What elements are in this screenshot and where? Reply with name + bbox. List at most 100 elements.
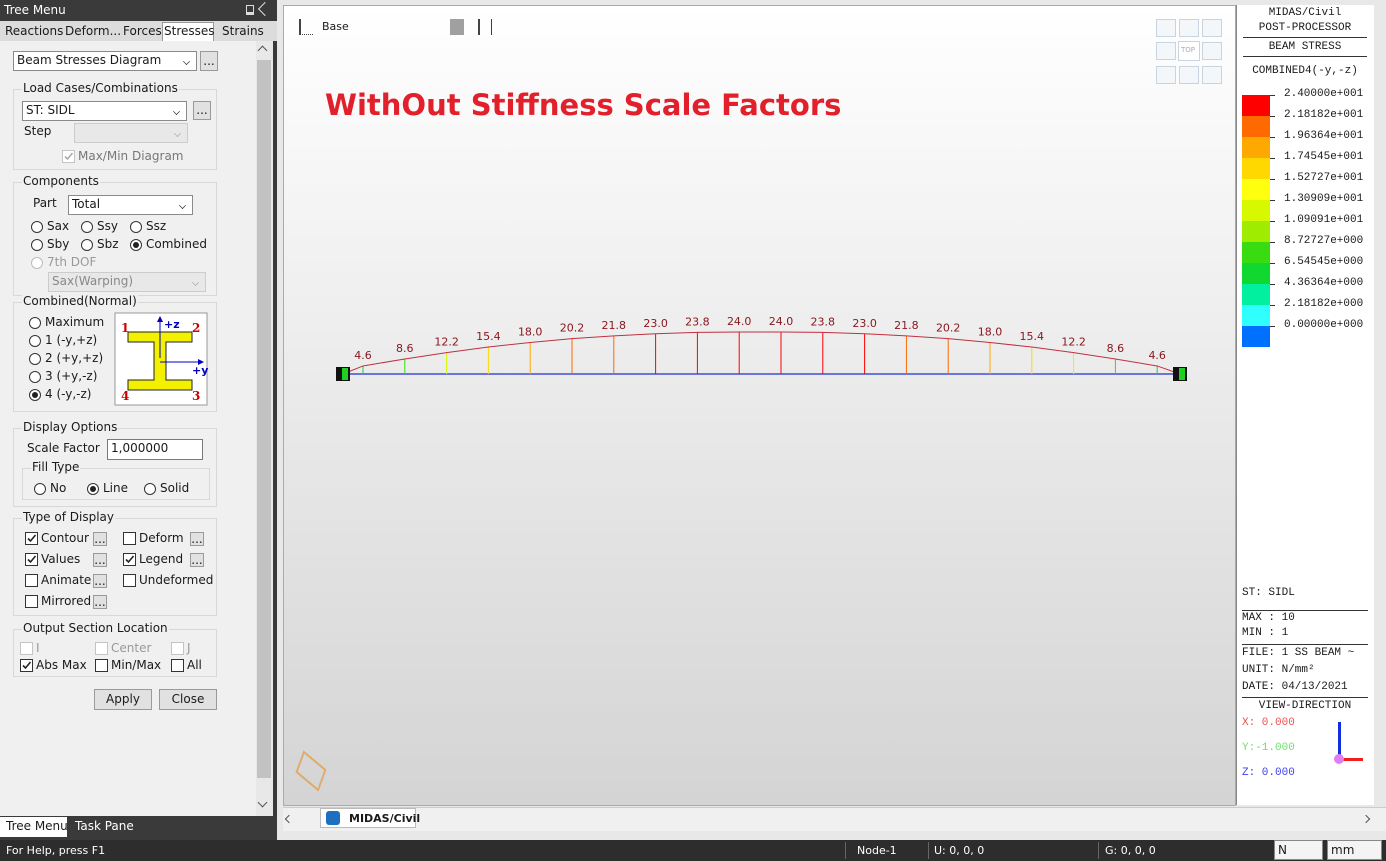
layer-icon [478, 19, 492, 35]
more-button-label[interactable]: ... [94, 532, 106, 546]
view-cube-face[interactable] [1202, 66, 1222, 84]
more-button[interactable] [200, 51, 218, 71]
legend-tick [1270, 137, 1275, 138]
dropdown-value: Sax(Warping) [52, 274, 133, 288]
button[interactable] [94, 689, 152, 710]
more-button[interactable] [93, 574, 107, 588]
checkbox[interactable] [25, 595, 38, 608]
checkbox[interactable] [25, 532, 38, 545]
radio-label: Ssy [97, 219, 118, 233]
radio-button[interactable] [31, 239, 43, 251]
tab-label[interactable]: Tree Menu [6, 819, 68, 833]
more-button-label[interactable]: ... [94, 553, 106, 567]
input-value[interactable]: 1,000000 [111, 441, 169, 455]
check-mark [27, 555, 37, 564]
scroll-thumb [257, 60, 271, 778]
checkbox[interactable] [123, 553, 136, 566]
radio-label: 2 (+y,+z) [45, 351, 104, 365]
more-button[interactable] [93, 553, 107, 567]
view-cube-face[interactable] [1202, 19, 1222, 37]
force-unit[interactable]: N [1278, 843, 1287, 857]
radio-button[interactable] [81, 221, 93, 233]
dropdown[interactable] [22, 101, 187, 121]
radio-label: 4 (-y,-z) [45, 387, 92, 401]
legend-swatch [1242, 284, 1270, 305]
field-label: Scale Factor [27, 441, 100, 455]
view-cube-face[interactable] [1202, 42, 1222, 60]
more-button[interactable] [193, 101, 211, 120]
more-button[interactable] [93, 595, 107, 609]
checkbox[interactable] [25, 553, 38, 566]
more-button-label[interactable]: ... [94, 574, 106, 588]
more-button-label[interactable]: ... [191, 553, 203, 567]
view-cube-face[interactable] [1156, 19, 1176, 37]
more-button-label[interactable]: ... [203, 54, 215, 68]
status-separator [845, 842, 846, 859]
tab[interactable] [162, 22, 214, 41]
tab[interactable] [0, 817, 67, 837]
legend-swatch [1242, 200, 1270, 221]
radio-button[interactable] [29, 371, 41, 383]
layer-dropdown[interactable] [450, 19, 464, 35]
radio-button[interactable] [87, 483, 99, 495]
view-cube-face[interactable] [1156, 66, 1176, 84]
radio-button[interactable] [130, 239, 142, 251]
more-button-label[interactable]: ... [196, 103, 208, 117]
radio-button[interactable] [29, 353, 41, 365]
radio-button [31, 257, 43, 269]
legend-swatch [1242, 263, 1270, 284]
view-cube-face[interactable] [1179, 19, 1199, 37]
button[interactable] [159, 689, 217, 710]
radio-button[interactable] [31, 221, 43, 233]
tab-label[interactable]: Strains [222, 24, 264, 38]
tab-label[interactable]: Reactions [5, 24, 64, 38]
tab-label[interactable]: Deform... [65, 24, 122, 38]
view-cube-face[interactable] [1179, 66, 1199, 84]
button-label[interactable]: Close [171, 692, 205, 706]
length-unit[interactable]: mm [1331, 843, 1355, 857]
more-button[interactable] [190, 553, 204, 567]
radio-button[interactable] [29, 389, 41, 401]
radio-button[interactable] [144, 483, 156, 495]
radio-button[interactable] [130, 221, 142, 233]
panel-title: Tree Menu [4, 3, 66, 17]
tab-label[interactable]: MIDAS/Civil [349, 812, 421, 825]
result-component: COMBINED4(-y,-z) [1252, 65, 1358, 77]
status-help: For Help, press F1 [6, 844, 106, 857]
text-input[interactable] [107, 439, 203, 460]
more-button[interactable] [93, 532, 107, 546]
tab[interactable] [320, 808, 416, 828]
dropdown[interactable] [13, 51, 197, 71]
checkbox[interactable] [95, 659, 108, 672]
group-label: Output Section Location [22, 621, 169, 635]
radio-button[interactable] [29, 335, 41, 347]
tab-label[interactable]: Forces [123, 24, 162, 38]
legend-label: 1.96364e+001 [1284, 130, 1364, 142]
status-separator [928, 842, 929, 859]
radio-button[interactable] [29, 317, 41, 329]
tab-label[interactable]: Task Pane [75, 819, 134, 833]
status-g: G: 0, 0, 0 [1105, 844, 1156, 857]
checkbox[interactable] [123, 574, 136, 587]
view-cube-face[interactable] [1156, 42, 1176, 60]
checkbox[interactable] [171, 659, 184, 672]
more-button-label[interactable]: ... [94, 595, 106, 609]
more-button[interactable] [190, 532, 204, 546]
checkbox [171, 642, 184, 655]
unit-dropdown[interactable] [1327, 840, 1382, 860]
view-cube-label[interactable]: TOP [1181, 46, 1196, 54]
button-label[interactable]: Apply [106, 692, 140, 706]
view-z: Z: 0.000 [1242, 767, 1295, 779]
checkbox-label: Center [111, 641, 152, 655]
checkbox[interactable] [25, 574, 38, 587]
dropdown[interactable] [68, 195, 193, 215]
more-button-label[interactable]: ... [191, 532, 203, 546]
checkbox[interactable] [20, 659, 33, 672]
view-cube-top[interactable] [1178, 41, 1200, 61]
radio-button[interactable] [81, 239, 93, 251]
radio-dot [32, 392, 38, 398]
unit-dropdown[interactable] [1274, 840, 1323, 860]
checkbox[interactable] [123, 532, 136, 545]
tab-label[interactable]: Stresses [164, 24, 215, 38]
radio-button[interactable] [34, 483, 46, 495]
